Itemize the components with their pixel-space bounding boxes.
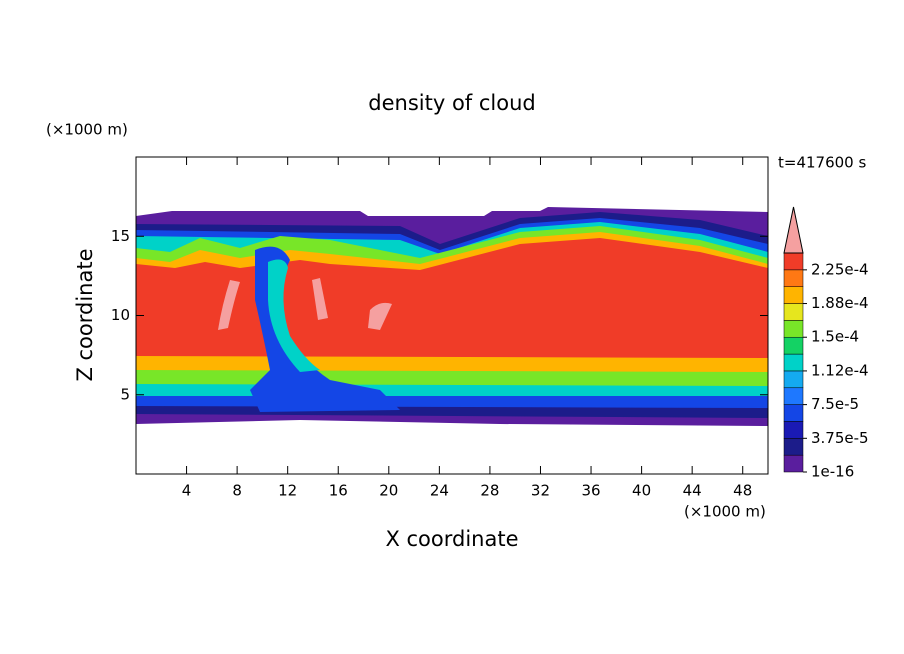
contour-region (218, 280, 240, 330)
colorbar-extension (783, 206, 804, 254)
colorbar-tick-label: 3.75e-5 (811, 429, 869, 447)
x-tick-label: 8 (232, 482, 242, 500)
contour-region (312, 278, 328, 320)
y-tick-label: 10 (111, 306, 130, 324)
colorbar-band (783, 320, 804, 338)
x-axis-label: X coordinate (385, 527, 518, 551)
y-unit: (×1000 m) (46, 121, 128, 139)
contour-region (268, 259, 320, 372)
colorbar-band (783, 269, 804, 287)
x-tick-label: 16 (329, 482, 348, 500)
colorbar-tick-label: 7.5e-5 (811, 395, 859, 413)
colorbar-band (783, 370, 804, 389)
x-tick-label: 24 (430, 482, 449, 500)
colorbar-band (783, 353, 804, 372)
x-unit: (×1000 m) (684, 503, 766, 521)
y-axis-label: Z coordinate (73, 248, 97, 381)
y-tick-label: 15 (111, 227, 130, 245)
colorbar-band (783, 387, 804, 405)
colorbar-band (783, 286, 804, 304)
x-tick-label: 40 (632, 482, 651, 500)
colorbar-band (783, 404, 804, 422)
colorbar-tick-label: 1.88e-4 (811, 294, 869, 312)
x-tick-label: 44 (683, 482, 702, 500)
colorbar-band (783, 252, 804, 271)
time-label: t=417600 s (778, 154, 866, 172)
colorbar-tick-label: 1.5e-4 (811, 328, 859, 346)
colorbar-tick-label: 1e-16 (811, 463, 854, 481)
x-tick-label: 20 (379, 482, 398, 500)
colorbar-band (783, 336, 804, 355)
contour-region (368, 302, 392, 330)
x-tick-label: 32 (531, 482, 550, 500)
x-tick-label: 36 (581, 482, 600, 500)
contour-field (136, 207, 768, 426)
contour-region (250, 246, 400, 412)
x-tick-label: 28 (480, 482, 499, 500)
x-tick-label: 12 (278, 482, 297, 500)
colorbar-band (783, 421, 804, 439)
x-tick-label: 4 (182, 482, 192, 500)
colorbar-band (783, 303, 804, 321)
colorbar-tick-label: 2.25e-4 (811, 260, 869, 278)
colorbar-tick-label: 1.12e-4 (811, 361, 869, 379)
contour-region (136, 238, 768, 358)
chart-title: density of cloud (368, 91, 535, 115)
y-tick-label: 5 (120, 385, 130, 403)
colorbar-band (783, 438, 804, 456)
colorbar-band (783, 454, 804, 473)
x-tick-label: 48 (733, 482, 752, 500)
